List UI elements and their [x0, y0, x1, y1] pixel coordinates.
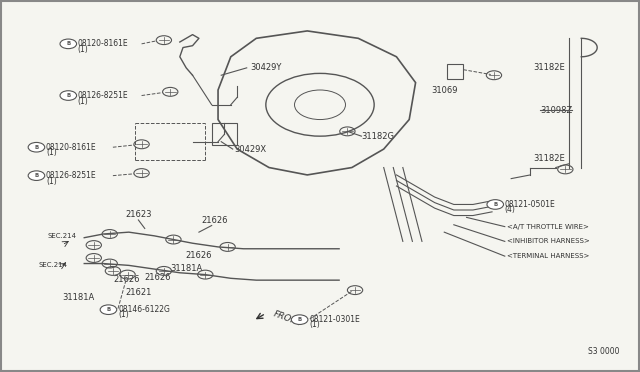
Text: (1): (1) — [118, 310, 129, 319]
Text: 08120-8161E: 08120-8161E — [46, 143, 97, 152]
Text: (1): (1) — [46, 148, 57, 157]
Text: 30429X: 30429X — [234, 145, 266, 154]
Text: (1): (1) — [309, 320, 320, 329]
Circle shape — [487, 200, 504, 209]
Circle shape — [28, 171, 45, 180]
Text: SEC.214: SEC.214 — [38, 262, 67, 268]
Text: B: B — [66, 41, 70, 46]
Text: 31069: 31069 — [431, 86, 458, 95]
Text: (4): (4) — [505, 205, 516, 215]
Circle shape — [60, 91, 77, 100]
Text: 21626: 21626 — [144, 273, 171, 282]
Text: SEC.214: SEC.214 — [47, 233, 76, 239]
Circle shape — [28, 142, 45, 152]
Text: 21626: 21626 — [186, 251, 212, 260]
Text: 08121-0301E: 08121-0301E — [309, 315, 360, 324]
Text: 08146-6122G: 08146-6122G — [118, 305, 170, 314]
Text: B: B — [66, 93, 70, 98]
Text: 08121-0501E: 08121-0501E — [505, 200, 556, 209]
Text: 31098Z: 31098Z — [540, 106, 572, 115]
Circle shape — [100, 305, 116, 314]
Text: B: B — [35, 145, 38, 150]
Text: FRONT: FRONT — [272, 310, 304, 328]
Bar — [212, 123, 237, 145]
Text: B: B — [298, 317, 301, 322]
Text: B: B — [35, 173, 38, 178]
Text: 08126-8251E: 08126-8251E — [78, 91, 129, 100]
Text: 21623: 21623 — [125, 210, 152, 219]
Circle shape — [60, 39, 77, 49]
Text: 31182E: 31182E — [534, 63, 565, 72]
Text: S3 0000: S3 0000 — [588, 347, 620, 356]
Text: B: B — [493, 202, 497, 207]
Text: 31181A: 31181A — [170, 264, 202, 273]
Text: 31182E: 31182E — [534, 154, 565, 163]
Text: 31182G: 31182G — [362, 132, 394, 141]
Text: (1): (1) — [78, 97, 88, 106]
Text: 31181A: 31181A — [62, 293, 94, 302]
Text: (1): (1) — [78, 45, 88, 54]
Text: 21621: 21621 — [125, 288, 152, 296]
Text: 21626: 21626 — [202, 216, 228, 225]
Text: <INHIBITOR HARNESS>: <INHIBITOR HARNESS> — [507, 238, 589, 244]
Text: B: B — [106, 307, 111, 312]
Circle shape — [291, 315, 308, 324]
Bar — [447, 64, 463, 79]
Text: 21626: 21626 — [113, 275, 140, 284]
Text: (1): (1) — [46, 177, 57, 186]
Text: 08126-8251E: 08126-8251E — [46, 171, 97, 180]
Text: 08120-8161E: 08120-8161E — [78, 39, 129, 48]
Text: 30429Y: 30429Y — [250, 63, 282, 72]
Text: <TERMINAL HARNESS>: <TERMINAL HARNESS> — [507, 253, 589, 259]
Text: <A/T THROTTLE WIRE>: <A/T THROTTLE WIRE> — [507, 224, 589, 230]
